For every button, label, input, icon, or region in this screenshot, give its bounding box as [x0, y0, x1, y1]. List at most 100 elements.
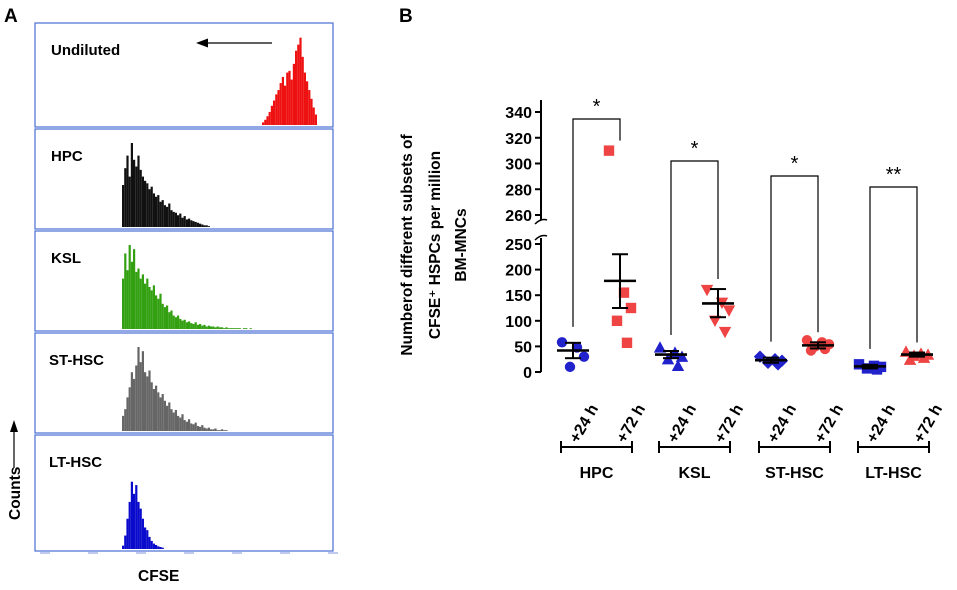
histogram-bar: [155, 385, 158, 431]
histogram-bar: [170, 409, 173, 431]
histogram-bar: [225, 327, 228, 329]
histogram-bar: [245, 328, 248, 329]
histogram-bar: [144, 372, 147, 431]
y-axis-title-line-1: Numberof different subsets of: [399, 134, 416, 356]
histogram-bar: [214, 327, 217, 329]
group-label: KSL: [679, 465, 711, 482]
histogram-bar: [203, 427, 206, 431]
histogram-bar: [232, 328, 235, 329]
histogram-bar: [179, 213, 182, 227]
group-label: LT-HSC: [865, 465, 922, 482]
histogram-bar: [159, 397, 162, 431]
histogram-bar: [203, 324, 206, 329]
histogram-bar: [157, 298, 160, 329]
histogram-bar: [146, 376, 149, 431]
histogram-bar: [122, 278, 125, 329]
histogram-bar: [139, 278, 142, 329]
histogram-bar: [152, 193, 155, 227]
histogram-bar: [243, 328, 246, 329]
histogram-bar: [133, 159, 136, 227]
histogram-bar: [122, 185, 125, 227]
histogram-bar: [223, 430, 226, 431]
histogram-bar: [150, 382, 153, 431]
histogram-bar: [130, 481, 133, 549]
cfse-axis-label: CFSE: [138, 568, 179, 585]
histogram-bar: [210, 429, 213, 431]
data-point: [853, 359, 865, 370]
panel-b-letter: B: [399, 6, 413, 27]
histogram-bar: [170, 210, 173, 227]
histogram-bar: [264, 119, 267, 125]
histogram-bar: [139, 508, 142, 549]
x-tick-label: +24 h: [864, 402, 899, 446]
histogram-bar: [141, 351, 144, 431]
histogram-bar: [124, 535, 127, 549]
data-point: [625, 302, 637, 314]
y-tick-label: 320: [505, 131, 532, 148]
significance-bracket: [670, 160, 719, 336]
histogram-bar: [163, 400, 166, 431]
histogram-bar: [185, 322, 188, 329]
histogram-bar: [207, 427, 210, 431]
data-point: [671, 359, 685, 372]
histogram-bar: [236, 328, 239, 329]
histogram-bar: [229, 328, 232, 329]
histogram-bar: [168, 203, 171, 227]
histogram-frame: [34, 128, 334, 230]
histogram-bar: [277, 90, 280, 125]
histogram-label: Undiluted: [51, 42, 120, 59]
histogram-bar: [163, 307, 166, 329]
x-tick-label: +24 h: [567, 402, 602, 446]
histogram-bar: [174, 212, 177, 227]
histogram-bar: [152, 389, 155, 431]
histogram-bar: [139, 362, 142, 431]
histogram-bar: [181, 414, 184, 431]
x-tick-label: +72 h: [812, 402, 847, 446]
histogram-bar: [130, 372, 133, 431]
histogram-bar: [126, 155, 129, 227]
histogram-bar: [148, 536, 151, 549]
histogram-bar: [201, 224, 204, 227]
y-tick-label: 250: [505, 237, 532, 254]
histogram-bar: [126, 518, 129, 549]
y-tick-label: 300: [505, 157, 532, 174]
panel-a-letter: A: [4, 6, 18, 27]
histogram-bar: [150, 540, 153, 549]
x-tick-label: +72 h: [614, 402, 649, 446]
y-tick-label: 260: [505, 208, 532, 225]
histogram-label: HPC: [51, 148, 83, 165]
histogram-panel: Undiluted HPC KSL ST-HSC LT-HSC: [34, 22, 338, 554]
histogram-bar: [137, 347, 140, 431]
histogram-bar: [124, 253, 127, 329]
histogram-bar: [234, 328, 237, 329]
significance-bracket: [869, 186, 918, 349]
histogram-bar: [133, 493, 136, 549]
histogram-bar: [161, 303, 164, 329]
histogram-bar: [181, 217, 184, 227]
histogram-bar: [148, 287, 151, 329]
histogram-bar: [126, 397, 129, 431]
data-point: [556, 337, 568, 348]
histogram-bar: [181, 320, 184, 329]
histogram-bar: [174, 410, 177, 431]
histogram-bar: [214, 428, 217, 431]
histogram-bar: [135, 271, 138, 329]
histogram-bar: [161, 200, 164, 227]
data-point: [611, 315, 623, 326]
y-axis-title-line-2: CFSE⁺ HSPCs per million: [427, 151, 444, 339]
histogram-bar: [155, 196, 158, 227]
histogram-bar: [172, 412, 175, 431]
histogram-bar: [146, 530, 149, 549]
histogram-bar: [128, 387, 131, 431]
histogram-bar: [170, 310, 173, 329]
histogram-bar: [135, 166, 138, 227]
histogram-bar: [155, 295, 158, 329]
histogram-bar: [141, 176, 144, 227]
histogram-bar: [190, 423, 193, 431]
data-point: [653, 341, 667, 353]
histogram-bar: [212, 429, 215, 431]
y-axis-title-line-3: BM-MNCs: [453, 208, 470, 281]
histogram-bar: [295, 50, 298, 125]
histogram-bar: [205, 326, 208, 329]
